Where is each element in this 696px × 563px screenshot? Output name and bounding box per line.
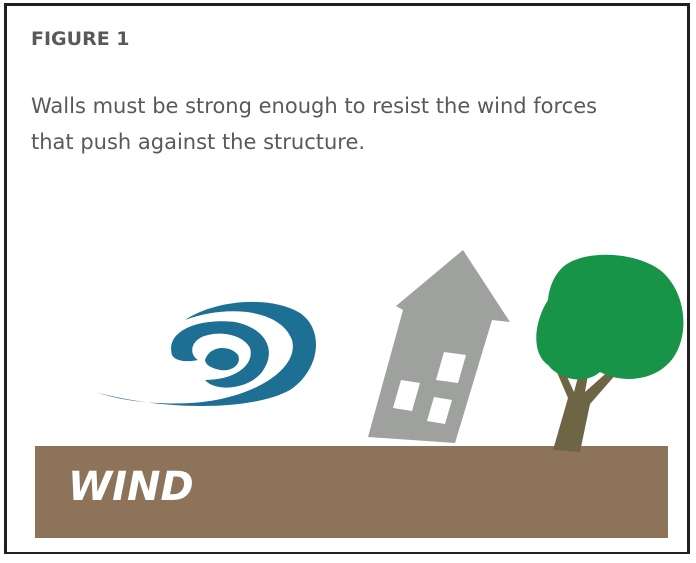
tree <box>536 255 683 452</box>
wind-swirl <box>95 302 316 406</box>
house <box>368 250 510 443</box>
ground-label: WIND <box>68 464 194 510</box>
page: FIGURE 1 Walls must be strong enough to … <box>0 0 696 563</box>
illustration: WIND <box>0 0 696 563</box>
